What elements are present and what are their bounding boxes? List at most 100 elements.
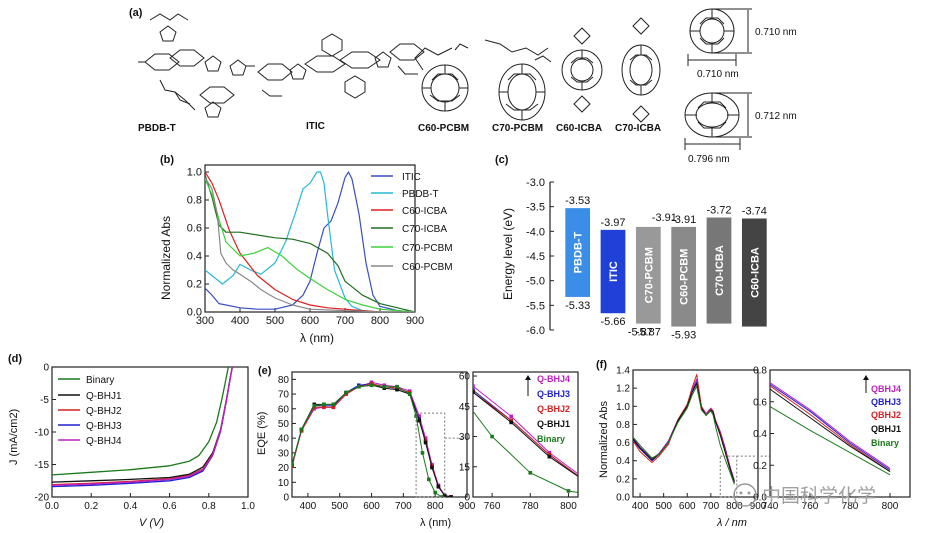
data-point [417,414,422,418]
y-tick-label: 40 [278,434,290,445]
data-point [32,352,36,356]
y-tick-label: 45 [459,402,471,413]
x-tick-label: 0.6 [163,501,177,512]
x-tick-label: 400 [231,315,249,327]
y-tick-label: 1.4 [616,366,630,377]
series-line-q-bhj4 [473,385,578,475]
x-tick-label: 0.0 [45,501,59,512]
data-point [414,352,418,356]
legend-d-binary: Binary [86,375,114,386]
x-tick-label: 1.0 [241,501,255,512]
legend-d-qbhj1: Q-BHJ1 [86,391,122,402]
y-tick-label: 0.8 [616,420,630,431]
legend-e-qbhj4: Q-BHJ4 [537,374,570,384]
y-tick-label: 0.2 [187,279,202,291]
x-tick-label: 900 [459,501,476,512]
y-tick-label: 1.0 [616,402,630,413]
chart-f-legend: QBHJ4 QBHJ3 QBHJ2 QBHJ1 Binary [863,375,901,448]
data-point [547,452,552,457]
chart-d-legend: Binary Q-BHJ1 Q-BHJ2 Q-BHJ3 Q-BHJ4 [58,375,122,447]
y-tick-label: 0.0 [753,493,767,504]
x-tick-label: 600 [679,501,696,512]
data-point [338,344,342,348]
y-tick-label: 0.2 [616,474,630,485]
homo-value: -5.33 [565,300,590,312]
data-point [586,481,590,485]
data-point [407,392,412,396]
chart-e-frame [291,371,468,498]
y-tick-label: -20 [35,493,50,504]
c70-size-diagram [684,92,752,150]
y-tick-label: 15 [459,462,471,473]
y-tick-label: -10 [35,428,50,439]
data-point [261,342,265,346]
x-tick-label: 760 [484,501,501,512]
molecule-label-c70-icba: C70-ICBA [615,123,661,134]
energy-bar-c70-pcbm [635,226,661,324]
legend-e-binary: Binary [537,434,565,444]
lumo-value: -3.74 [742,206,767,218]
series-line-qbhj1 [770,388,891,473]
series-line-q-bhj4 [52,367,233,486]
data-point [473,384,475,388]
molecule-label-itic: ITIC [306,121,325,132]
data-point [414,350,418,354]
data-point [420,451,425,455]
size-c60-horizontal: 0.710 nm [697,69,739,80]
data-point [547,454,552,459]
panel-d-label: (d) [8,353,22,365]
y-tick-label: 1.0 [187,167,202,179]
legend-b-c70pcbm: C70-PCBM [402,243,453,254]
series-line-itic [205,171,415,312]
x-tick-label: 300 [196,315,214,327]
data-point [547,450,552,455]
molecule-label-pbdbt: PBDB-T [138,123,176,134]
series-line-qbhj4 [770,382,891,469]
legend-f-qbhj4: QBHJ4 [871,384,901,394]
itic-structure [257,33,425,99]
lumo-value-c70pcbm: -3.91 [652,212,677,224]
energy-bar-pbdb-t [565,208,591,297]
data-point [108,342,112,346]
legend-d-qbhj3: Q-BHJ3 [86,421,122,432]
data-point [414,354,418,358]
series-line-qbhj2 [770,385,891,473]
size-c70-horizontal: 0.796 nm [688,154,730,165]
fullerene-c70-icba [621,17,661,123]
data-point [449,495,453,497]
y-tick-label: 0 [283,493,289,504]
series-line-qbhj3 [770,383,891,471]
x-tick-label: 780 [522,501,539,512]
y-tick-label: -3.5 [526,202,545,214]
data-point [509,414,513,419]
x-tick-label: 500 [331,501,348,512]
data-point [338,348,342,352]
data-point [344,390,348,395]
chart-b-legend: ITIC PBDB-T C60-ICBA C70-ICBA C70-PCBM C… [371,172,453,273]
data-point [452,384,456,388]
energy-bar-label: C60-ICBA [749,247,761,298]
panel-e-label: (e) [258,365,272,377]
y-tick-label: 0.6 [187,223,202,235]
data-point [586,479,590,483]
chart-e-xlabel: λ (nm) [420,517,451,529]
chart-d-xlabel: V (V) [139,517,164,529]
data-point [473,390,475,394]
data-point [436,484,441,489]
data-point [32,354,36,358]
x-tick-label: 800 [560,501,577,512]
lumo-value: -3.53 [565,195,590,207]
x-tick-label: 600 [301,315,319,327]
lumo-value: -3.72 [706,205,731,217]
data-point [322,402,326,407]
series-line-q-bhj2 [473,391,578,477]
energy-bar-label: C70-ICBA [714,245,726,296]
energy-bar-label: ITIC [608,261,620,282]
film-absorption-chart: 400 500 600 700 800 9000.00.20.40.60.81.01.21… [616,366,770,512]
homo-value-c70pcbm: -5.87 [628,327,653,339]
molecule-labels: PBDB-T ITIC C60-PCBM C70-PCBM C60-ICBA C… [138,27,797,165]
data-point [509,420,513,425]
molecule-drawings [138,8,752,150]
jv-chart: 0.0 0.2 0.4 0.6 0.8 1.0 0 -5 -10 -15 -20 [35,363,256,513]
